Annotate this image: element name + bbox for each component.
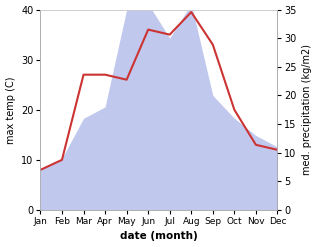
X-axis label: date (month): date (month): [120, 231, 198, 242]
Y-axis label: max temp (C): max temp (C): [5, 76, 16, 144]
Y-axis label: med. precipitation (kg/m2): med. precipitation (kg/m2): [302, 44, 313, 175]
